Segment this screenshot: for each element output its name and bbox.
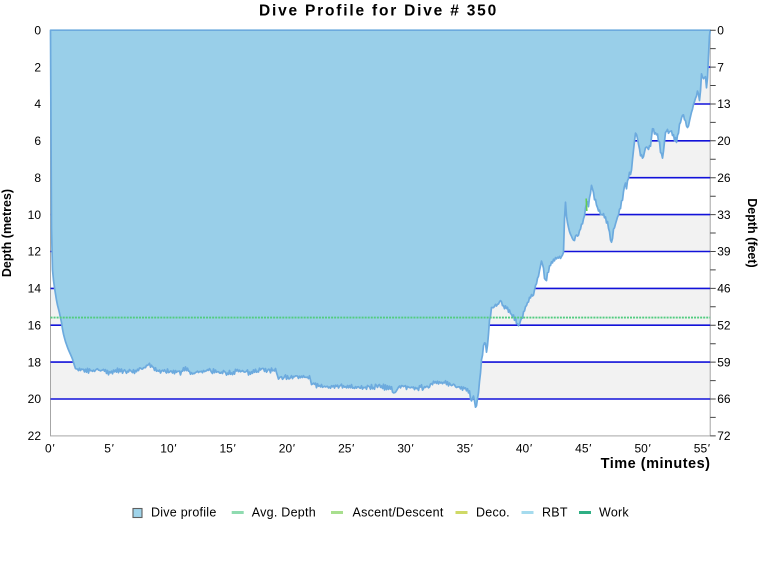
svg-text:0': 0' [45,442,55,456]
svg-text:14: 14 [28,282,42,296]
svg-text:40': 40' [516,442,532,456]
svg-text:20': 20' [279,442,295,456]
svg-text:2: 2 [34,60,41,74]
svg-text:6: 6 [34,134,41,148]
svg-text:33: 33 [717,208,731,222]
svg-text:10': 10' [160,442,176,456]
svg-text:22: 22 [28,429,42,443]
svg-text:Deco.: Deco. [476,506,510,520]
svg-text:0: 0 [34,23,41,37]
svg-text:20: 20 [28,392,42,406]
svg-text:10: 10 [28,208,42,222]
svg-text:Depth (feet): Depth (feet) [745,198,759,267]
svg-text:45': 45' [575,442,591,456]
svg-text:18: 18 [28,355,42,369]
svg-text:Avg. Depth: Avg. Depth [252,506,316,520]
svg-text:39: 39 [717,245,731,259]
svg-text:66: 66 [717,392,731,406]
svg-text:8: 8 [34,171,41,185]
svg-text:25': 25' [338,442,354,456]
svg-text:7: 7 [717,60,724,74]
svg-text:20: 20 [717,134,731,148]
svg-text:72: 72 [717,429,731,443]
svg-text:55': 55' [694,442,710,456]
svg-text:12: 12 [28,245,42,259]
svg-text:13: 13 [717,97,731,111]
svg-text:46: 46 [717,282,731,296]
svg-text:Dive Profile for Dive # 350: Dive Profile for Dive # 350 [259,3,498,20]
svg-text:RBT: RBT [542,506,568,520]
svg-text:4: 4 [34,97,41,111]
svg-text:52: 52 [717,318,731,332]
svg-text:0: 0 [717,23,724,37]
svg-text:16: 16 [28,318,42,332]
svg-text:50': 50' [634,442,650,456]
svg-text:59: 59 [717,355,731,369]
svg-text:Time (minutes): Time (minutes) [601,456,711,472]
svg-text:5': 5' [104,442,114,456]
svg-text:Depth (metres): Depth (metres) [0,189,14,277]
svg-text:Ascent/Descent: Ascent/Descent [353,506,444,520]
svg-text:Dive profile: Dive profile [151,506,217,520]
svg-text:15': 15' [219,442,235,456]
svg-text:26: 26 [717,171,731,185]
svg-text:35': 35' [457,442,473,456]
svg-text:Work: Work [599,506,629,520]
svg-text:30': 30' [397,442,413,456]
